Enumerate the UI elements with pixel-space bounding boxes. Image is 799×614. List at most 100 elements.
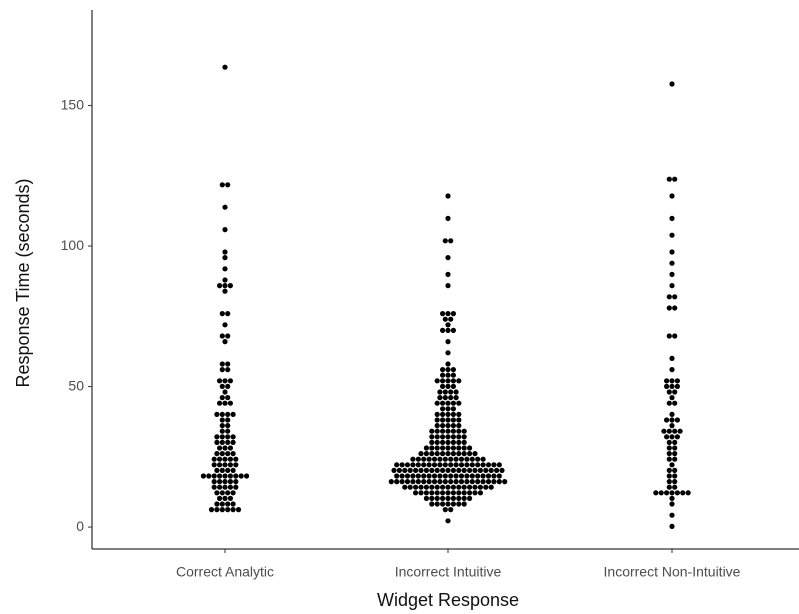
dot [467,451,473,457]
dot [244,473,250,479]
dot [664,417,670,423]
dot [222,64,228,70]
dot [219,395,225,401]
dot [219,467,225,473]
dot [230,411,236,417]
dot [227,473,233,479]
dot [233,473,239,479]
dot [450,495,456,501]
dot [445,322,451,328]
dot [219,361,225,367]
dot [672,456,678,462]
dot [434,378,440,384]
dot [461,484,467,490]
dot [666,451,672,457]
dot [669,271,675,277]
dot [219,182,225,188]
dot [453,395,459,401]
dot [404,462,411,468]
dot [456,490,462,496]
dot [230,507,236,513]
dot [666,333,672,339]
dot [440,434,446,440]
dot [230,439,236,445]
dot [217,495,223,501]
dot [445,361,451,367]
dot [440,423,446,429]
dot [669,501,675,507]
dot [415,473,421,479]
dot [219,490,225,496]
dot [217,456,223,462]
dot [431,456,438,462]
dot [214,490,220,496]
dot [669,490,675,496]
dot [448,238,454,244]
dot [450,383,456,389]
dot [458,462,465,468]
dot [669,395,675,401]
dot [217,400,223,406]
dot [440,411,446,417]
dot [666,445,672,451]
dot [472,467,478,473]
dot [469,456,475,462]
dot [423,495,429,501]
dot [421,456,427,462]
dot [461,451,467,457]
dot [434,428,440,434]
dot [450,406,456,412]
dot [448,395,454,401]
dot [450,501,456,507]
dot [672,439,678,445]
dot [394,473,400,479]
dot [450,411,456,417]
dot [477,490,483,496]
dot [442,507,448,513]
dot [415,462,421,468]
dot [225,490,231,496]
dot [214,501,220,507]
dot [450,484,456,490]
dot [494,467,500,473]
dot [225,423,231,429]
dot [445,400,451,406]
dot [469,479,475,485]
dot [669,512,675,518]
dot [669,417,675,423]
dot [407,484,413,490]
dot [496,462,502,468]
dot [669,423,675,429]
dot [442,238,448,244]
dot [217,479,223,485]
dot [445,501,451,507]
dot [440,501,446,507]
dot [469,473,475,479]
dot [666,479,672,485]
dot [453,462,459,468]
dot [674,417,681,423]
dot [222,204,228,210]
dot [429,445,435,451]
dot [440,439,446,445]
dot [672,389,678,395]
dot [448,389,454,395]
dot [666,400,672,406]
dot [426,456,432,462]
dot [669,383,675,389]
dot [440,495,446,501]
dot [440,378,446,384]
dot [445,378,451,384]
dot [437,462,443,468]
dot [225,333,231,339]
dot [496,479,502,485]
dot [222,473,228,479]
dot [394,462,400,468]
dot [219,411,225,417]
dot [458,456,465,462]
dot [200,473,206,479]
dot [227,283,233,289]
dot [217,462,223,468]
dot [669,434,675,440]
dot [225,428,231,434]
